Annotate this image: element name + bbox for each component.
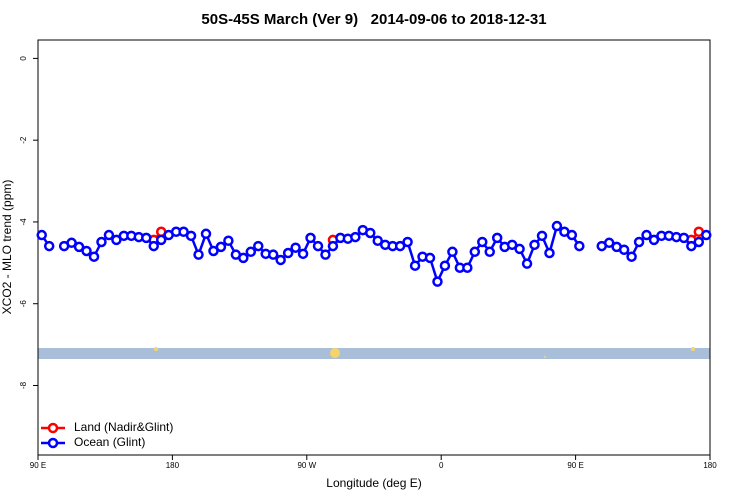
data-point xyxy=(603,237,615,249)
data-point xyxy=(178,226,189,238)
data-point xyxy=(200,228,212,240)
data-point xyxy=(641,229,652,241)
data-point xyxy=(693,236,705,248)
data-point xyxy=(529,239,540,251)
data-point xyxy=(648,234,660,246)
data-point xyxy=(574,240,585,252)
data-point xyxy=(469,246,481,258)
y-tick-label: -2 xyxy=(19,136,28,144)
data-point xyxy=(447,246,458,258)
data-point xyxy=(536,230,548,242)
x-tick-label: 90 W xyxy=(297,461,316,470)
data-point xyxy=(96,236,107,248)
data-point xyxy=(111,234,122,246)
data-point xyxy=(253,240,264,252)
data-point xyxy=(462,262,473,273)
legend-marker xyxy=(47,437,59,449)
x-tick-label: 90 E xyxy=(567,461,583,470)
legend-marker xyxy=(47,422,59,434)
data-point xyxy=(566,229,578,241)
data-point xyxy=(290,242,301,253)
data-point xyxy=(223,235,234,247)
data-point xyxy=(432,276,443,287)
data-point xyxy=(208,245,219,257)
data-point xyxy=(402,236,413,248)
data-point xyxy=(484,246,495,258)
data-point xyxy=(88,251,100,262)
data-point xyxy=(521,258,533,269)
data-point xyxy=(185,230,197,242)
data-point xyxy=(103,229,115,241)
data-point xyxy=(626,251,637,262)
x-tick-label: 180 xyxy=(166,461,180,470)
data-point xyxy=(394,240,406,252)
data-point xyxy=(365,227,376,239)
data-point xyxy=(193,249,204,260)
data-point xyxy=(275,254,286,266)
data-point xyxy=(350,231,361,243)
y-tick-label: -4 xyxy=(19,218,28,226)
y-tick-label: -6 xyxy=(19,300,28,308)
data-point xyxy=(618,244,630,255)
data-point xyxy=(514,243,525,255)
series-line xyxy=(63,223,581,286)
data-point xyxy=(320,249,331,260)
data-point xyxy=(66,237,77,249)
data-point xyxy=(245,246,257,258)
y-tick-label: 0 xyxy=(19,56,28,61)
data-point xyxy=(81,245,92,257)
data-point xyxy=(372,235,383,247)
data-point xyxy=(305,232,316,244)
data-point xyxy=(36,229,47,241)
map-strip xyxy=(38,347,710,359)
data-point xyxy=(506,239,518,251)
data-point xyxy=(491,232,503,244)
data-point xyxy=(215,241,227,253)
data-point xyxy=(678,232,690,244)
data-point xyxy=(477,236,488,248)
x-tick-label: 180 xyxy=(703,461,717,470)
legend-label: Ocean (Glint) xyxy=(74,435,145,449)
data-point xyxy=(424,252,436,264)
data-point xyxy=(327,240,339,252)
data-point xyxy=(155,234,167,246)
x-tick-label: 0 xyxy=(439,461,444,470)
data-point xyxy=(43,240,55,252)
plot-frame xyxy=(37,39,711,456)
legend-label: Land (Nadir&Glint) xyxy=(74,420,173,434)
data-point xyxy=(701,229,712,241)
data-point xyxy=(409,260,421,271)
y-axis-label: XCO2 - MLO trend (ppm) xyxy=(0,180,14,315)
data-point xyxy=(633,236,645,248)
data-point xyxy=(686,240,697,252)
data-point xyxy=(551,220,563,232)
data-point xyxy=(312,240,324,252)
chart-title: 50S-45S March (Ver 9) 2014-09-06 to 2018… xyxy=(201,11,546,28)
data-point xyxy=(73,241,85,253)
data-point xyxy=(544,247,555,259)
data-point xyxy=(297,248,309,260)
data-point xyxy=(267,249,279,260)
data-point xyxy=(238,252,249,264)
data-point xyxy=(148,240,159,252)
data-point xyxy=(282,247,294,259)
y-tick-label: -8 xyxy=(19,381,28,389)
data-point xyxy=(439,260,451,271)
x-tick-label: 90 E xyxy=(30,461,46,470)
x-axis-label: Longitude (deg E) xyxy=(326,476,421,490)
data-point xyxy=(141,232,152,244)
